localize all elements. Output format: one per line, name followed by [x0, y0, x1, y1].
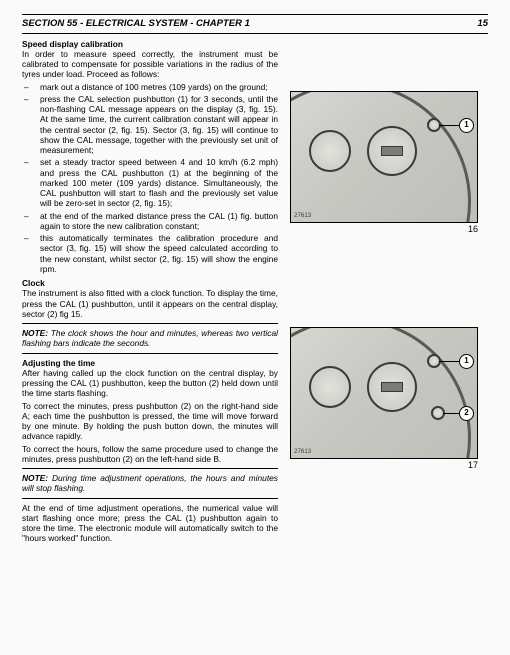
left-column: Speed display calibration In order to me… — [22, 39, 278, 546]
bullet-5: this automatically terminates the calibr… — [34, 233, 278, 274]
adjust-para-1: After having called up the clock functio… — [22, 368, 278, 399]
page-number: 15 — [477, 18, 488, 30]
fig-ref-17: 27613 — [294, 448, 311, 456]
clock-para: The instrument is also fitted with a clo… — [22, 288, 278, 319]
fig-num-16: 16 — [290, 224, 480, 235]
rule-bottom — [22, 33, 488, 34]
callout-1: 1 — [459, 118, 474, 133]
note-1: NOTE: The clock shows the hour and minut… — [22, 328, 278, 349]
callout-2: 2 — [459, 406, 474, 421]
content: Speed display calibration In order to me… — [22, 39, 488, 546]
note-2-label: NOTE: — [22, 473, 48, 483]
right-column: 1 27613 16 1 2 27613 17 — [290, 39, 480, 546]
gauge-left — [309, 130, 351, 172]
bullet-4: at the end of the marked distance press … — [34, 211, 278, 232]
separator-1 — [22, 323, 278, 324]
separator-3 — [22, 468, 278, 469]
heading-adjust: Adjusting the time — [22, 358, 278, 368]
bullet-1: mark out a distance of 100 metres (109 y… — [34, 82, 278, 92]
lcd-center — [381, 146, 403, 156]
page-header: SECTION 55 - ELECTRICAL SYSTEM - CHAPTER… — [22, 17, 488, 31]
lcd-center-2 — [381, 382, 403, 392]
bullet-list: mark out a distance of 100 metres (109 y… — [34, 82, 278, 275]
adjust-para-3: To correct the hours, follow the same pr… — [22, 444, 278, 465]
bullet-2: press the CAL selection pushbutton (1) f… — [34, 94, 278, 156]
note-2-text: During time adjustment operations, the h… — [22, 473, 278, 493]
heading-speed: Speed display calibration — [22, 39, 278, 49]
rule-top — [22, 14, 488, 15]
figure-16-wrap: 1 27613 16 — [290, 91, 480, 235]
fig-ref-16: 27613 — [294, 212, 311, 220]
note-1-text: The clock shows the hour and minutes, wh… — [22, 328, 278, 348]
callout-1b: 1 — [459, 354, 474, 369]
note-2: NOTE: During time adjustment operations,… — [22, 473, 278, 494]
separator-4 — [22, 498, 278, 499]
adjust-para-2: To correct the minutes, press pushbutton… — [22, 401, 278, 442]
bullet-3: set a steady tractor speed between 4 and… — [34, 157, 278, 208]
separator-2 — [22, 353, 278, 354]
fig-num-17: 17 — [290, 460, 480, 471]
spacer-top — [290, 39, 480, 91]
heading-clock: Clock — [22, 278, 278, 288]
figure-16: 1 27613 — [290, 91, 478, 223]
section-title: SECTION 55 - ELECTRICAL SYSTEM - CHAPTER… — [22, 18, 250, 30]
note-1-label: NOTE: — [22, 328, 48, 338]
figure-17-wrap: 1 2 27613 17 — [290, 327, 480, 471]
figure-17: 1 2 27613 — [290, 327, 478, 459]
intro-para: In order to measure speed correctly, the… — [22, 49, 278, 80]
tail-para: At the end of time adjustment operations… — [22, 503, 278, 544]
gauge-left-2 — [309, 366, 351, 408]
spacer-mid — [290, 239, 480, 327]
